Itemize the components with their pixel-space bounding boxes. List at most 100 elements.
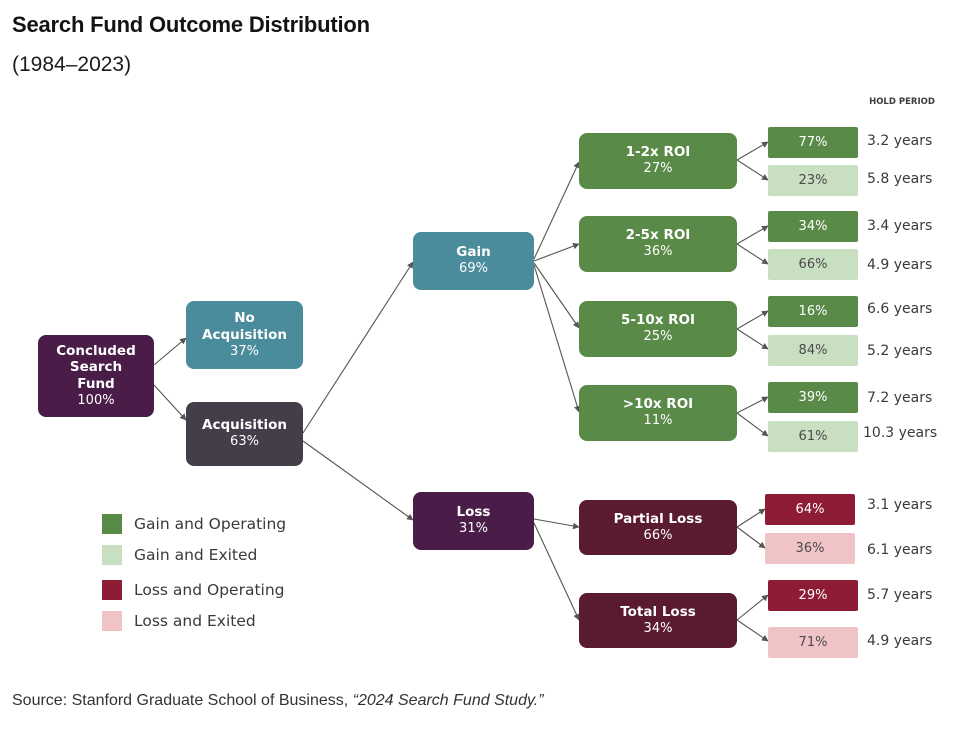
outcome-percent: 84% — [798, 343, 828, 358]
node-percent: 63% — [230, 434, 259, 450]
page-subtitle: (1984–2023) — [12, 53, 132, 76]
outcome-partial-loss-operating: 64% — [765, 494, 855, 525]
outcome-over-10x-exited: 61% — [768, 421, 858, 452]
outcome-total-loss-exited: 71% — [768, 627, 858, 658]
node-label: Partial Loss — [613, 510, 703, 527]
hold-period-total-loss-operating: 5.7 years — [867, 587, 933, 603]
node-roi-1-2x: 1-2x ROI 27% — [579, 133, 737, 189]
node-percent: 34% — [643, 620, 673, 636]
outcome-percent: 16% — [798, 304, 828, 319]
hold-period-2-5x-exited: 4.9 years — [867, 257, 933, 273]
node-percent: 66% — [643, 527, 673, 543]
node-gain: Gain 69% — [413, 232, 534, 290]
node-percent: 36% — [643, 244, 673, 260]
node-no-acquisition: No Acquisition 37% — [186, 301, 303, 369]
connector-arrow — [533, 161, 580, 260]
outcome-percent: 34% — [798, 219, 828, 234]
outcome-percent: 36% — [795, 541, 825, 556]
hold-period-total-loss-exited: 4.9 years — [867, 633, 933, 649]
outcome-percent: 61% — [798, 429, 828, 444]
node-total-loss: Total Loss 34% — [579, 593, 737, 648]
connector-arrow — [736, 328, 769, 350]
node-label: >10x ROI — [622, 396, 694, 413]
outcome-1-2x-operating: 77% — [768, 127, 858, 158]
outcome-percent: 71% — [798, 635, 828, 650]
connector-arrow — [533, 264, 581, 413]
connector-arrow — [736, 396, 769, 414]
legend-swatch — [102, 580, 122, 600]
legend-label: Loss and Operating — [134, 581, 285, 599]
node-label: Loss — [456, 504, 491, 521]
node-label: 5-10x ROI — [620, 312, 696, 329]
connector-arrow — [736, 243, 769, 265]
hold-period-over-10x-exited: 10.3 years — [863, 425, 938, 441]
node-percent: 31% — [459, 521, 488, 537]
node-percent: 69% — [459, 261, 488, 277]
connector-arrow — [736, 225, 769, 245]
outcome-2-5x-exited: 66% — [768, 249, 858, 280]
hold-period-5-10x-exited: 5.2 years — [867, 343, 933, 359]
node-label: 2-5x ROI — [625, 227, 691, 244]
legend-label: Gain and Operating — [134, 515, 287, 533]
connector-arrow — [736, 141, 769, 161]
node-roi-over-10x: >10x ROI 11% — [579, 385, 737, 441]
hold-period-2-5x-operating: 3.4 years — [867, 218, 933, 234]
node-percent: 27% — [643, 161, 673, 177]
legend-item-loss-exited: Loss and Exited — [102, 611, 256, 631]
node-percent: 25% — [643, 329, 673, 345]
legend-label: Gain and Exited — [134, 546, 258, 564]
node-label: No Acquisition — [202, 310, 287, 343]
node-roi-2-5x: 2-5x ROI 36% — [579, 216, 737, 272]
legend-swatch — [102, 611, 122, 631]
node-label: Gain — [456, 244, 491, 261]
outcome-percent: 29% — [798, 588, 828, 603]
outcome-percent: 39% — [798, 390, 828, 405]
legend-item-gain-exited: Gain and Exited — [102, 545, 257, 565]
node-percent: 37% — [230, 343, 259, 359]
connector-arrow — [736, 526, 766, 549]
source-note: Source: Stanford Graduate School of Busi… — [12, 692, 544, 710]
node-acquisition: Acquisition 63% — [186, 402, 303, 466]
outcome-percent: 77% — [798, 135, 828, 150]
legend-label: Loss and Exited — [134, 612, 256, 630]
connector-arrow — [736, 619, 769, 642]
hold-period-1-2x-operating: 3.2 years — [867, 133, 933, 149]
outcome-5-10x-operating: 16% — [768, 296, 858, 327]
connector-arrow — [736, 310, 769, 330]
outcome-over-10x-operating: 39% — [768, 382, 858, 413]
connector-arrow — [736, 594, 769, 621]
connector-arrow — [533, 518, 580, 530]
connector-arrow — [736, 508, 766, 528]
connector-arrow — [302, 440, 414, 521]
outcome-percent: 23% — [798, 173, 828, 188]
connector-arrow — [736, 159, 769, 181]
outcome-5-10x-exited: 84% — [768, 335, 858, 366]
node-root: Concluded Search Fund 100% — [38, 335, 154, 417]
outcome-total-loss-operating: 29% — [768, 580, 858, 611]
outcome-percent: 64% — [795, 502, 825, 517]
connector-arrow — [533, 522, 580, 621]
outcome-partial-loss-exited: 36% — [765, 533, 855, 564]
node-label: Concluded Search Fund — [56, 342, 136, 393]
node-partial-loss: Partial Loss 66% — [579, 500, 737, 555]
outcome-percent: 66% — [798, 257, 828, 272]
node-percent: 11% — [643, 413, 673, 429]
page-title: Search Fund Outcome Distribution — [12, 12, 370, 37]
source-citation: “2024 Search Fund Study.” — [352, 692, 544, 709]
connector-arrow — [533, 243, 580, 262]
connector-arrow — [533, 262, 580, 329]
legend-item-loss-operating: Loss and Operating — [102, 580, 285, 600]
legend-item-gain-operating: Gain and Operating — [102, 514, 286, 534]
outcome-1-2x-exited: 23% — [768, 165, 858, 196]
outcome-2-5x-operating: 34% — [768, 211, 858, 242]
node-loss: Loss 31% — [413, 492, 534, 550]
node-roi-5-10x: 5-10x ROI 25% — [579, 301, 737, 357]
connector-arrow — [153, 384, 187, 421]
node-label: Acquisition — [202, 417, 287, 434]
source-prefix: Source: Stanford Graduate School of Busi… — [12, 692, 353, 709]
hold-period-over-10x-operating: 7.2 years — [867, 390, 933, 406]
hold-period-1-2x-exited: 5.8 years — [867, 171, 933, 187]
node-label: 1-2x ROI — [625, 144, 691, 161]
connector-arrow — [153, 337, 187, 366]
